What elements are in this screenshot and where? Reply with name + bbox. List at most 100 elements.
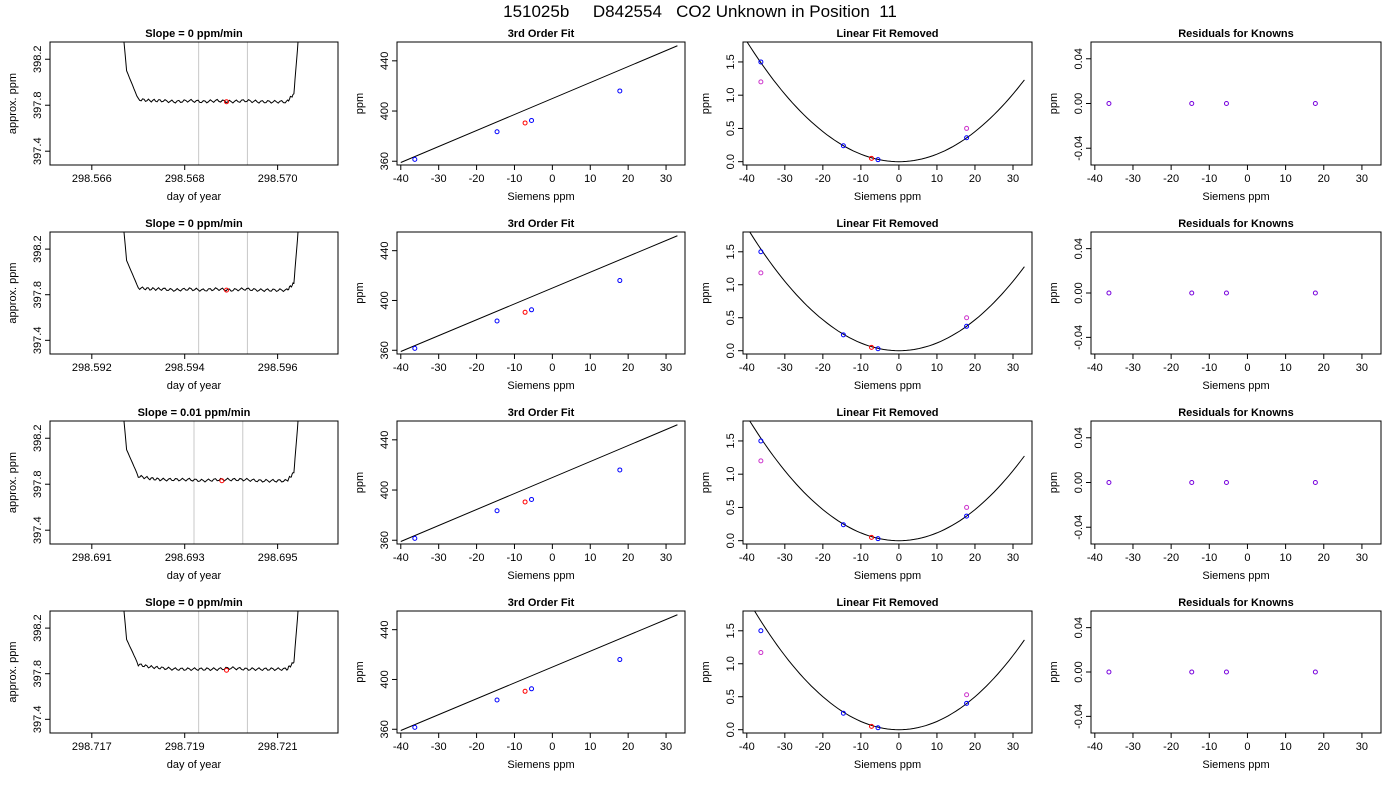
x-tick-label: 30	[660, 173, 672, 185]
y-tick-label: 400	[379, 670, 391, 688]
y-tick-label: 400	[379, 291, 391, 309]
y-tick-label: 1.0	[725, 88, 737, 103]
x-tick-label: -20	[1163, 173, 1179, 185]
x-tick-label: 0	[549, 552, 555, 564]
fit-line	[400, 614, 678, 731]
y-tick-label: 360	[379, 531, 391, 549]
plot-area	[123, 611, 299, 733]
panel-title: Slope = 0 ppm/min	[145, 28, 243, 40]
x-tick-label: 10	[931, 362, 943, 374]
known-point	[617, 657, 623, 663]
plot-frame	[396, 231, 686, 355]
x-tick-label: 30	[1356, 552, 1368, 564]
x-tick-label: -40	[739, 552, 755, 564]
plot-frame	[1090, 420, 1382, 545]
chart-panel: Residuals for Knowns -40 -30 -20 -10 0 10 20 30 -…	[1048, 597, 1382, 771]
known-point	[758, 438, 764, 444]
residual-point	[1223, 669, 1229, 675]
x-tick-label: -10	[1201, 552, 1217, 564]
y-tick-label: 0.0	[725, 533, 737, 548]
plot-area	[1106, 101, 1318, 106]
x-tick-label: -20	[815, 173, 831, 185]
panel-title: Slope = 0 ppm/min	[145, 597, 243, 609]
uncorrected-point	[758, 458, 764, 464]
y-tick-label: 0.5	[725, 121, 737, 136]
y-tick-label: -0.04	[1073, 136, 1085, 161]
known-point	[875, 157, 881, 163]
x-tick-label: 298.691	[72, 552, 112, 564]
y-tick-label: 440	[379, 241, 391, 259]
plot-frame	[396, 420, 686, 545]
known-point	[494, 129, 500, 135]
y-tick-label: 440	[379, 431, 391, 449]
y-tick-label: 0.0	[725, 343, 737, 358]
y-axis-label: approx. ppm	[7, 641, 19, 702]
known-point	[964, 323, 970, 329]
x-tick-label: -20	[469, 173, 485, 185]
x-tick-label: -20	[469, 741, 485, 753]
x-tick-label: -40	[739, 362, 755, 374]
y-axis-label: ppm	[1048, 282, 1060, 303]
x-tick-label: 20	[622, 173, 634, 185]
x-axis-label: Siemens ppm	[1202, 570, 1269, 582]
chart-panel: Slope = 0 ppm/min 298.717 298.719 298.721 39…	[7, 597, 339, 771]
known-point	[529, 686, 535, 692]
x-tick-label: 10	[931, 173, 943, 185]
x-tick-label: -40	[1087, 362, 1103, 374]
y-tick-label: 1.5	[725, 623, 737, 638]
plot-area	[749, 421, 1025, 542]
y-axis-label: approx. ppm	[7, 262, 19, 323]
y-tick-label: 400	[379, 102, 391, 120]
x-tick-label: 20	[969, 552, 981, 564]
unknown-marker	[224, 99, 230, 105]
x-tick-label: -30	[1125, 362, 1141, 374]
known-point	[875, 346, 881, 352]
x-tick-label: -30	[1125, 741, 1141, 753]
fit-line	[400, 45, 678, 163]
unknown-marker	[224, 667, 230, 673]
y-axis-label: ppm	[354, 93, 366, 114]
x-tick-label: 0	[549, 362, 555, 374]
known-point	[494, 697, 500, 703]
x-tick-label: 0	[896, 552, 902, 564]
x-tick-label: -10	[507, 362, 523, 374]
plot-area	[400, 424, 678, 542]
plot-area	[123, 232, 299, 354]
x-axis-label: day of year	[167, 380, 222, 392]
x-tick-label: 0	[549, 741, 555, 753]
chart-panel: Linear Fit Removed -40 -30 -20 -10 0 10 20 30 0.0…	[700, 28, 1033, 203]
x-tick-label: -20	[1163, 552, 1179, 564]
residual-point	[1189, 480, 1195, 485]
panel-title: 3rd Order Fit	[508, 218, 575, 230]
x-tick-label: 298.721	[258, 741, 298, 753]
residual-point	[1106, 290, 1112, 296]
x-tick-label: 298.568	[165, 173, 205, 185]
plot-frame	[396, 610, 686, 734]
residual-point	[1106, 101, 1112, 106]
unknown-point	[869, 723, 875, 729]
x-tick-label: 30	[1007, 362, 1019, 374]
known-point	[875, 536, 881, 542]
uncorrected-point	[964, 125, 970, 131]
known-point	[875, 725, 881, 731]
y-tick-label: 360	[379, 341, 391, 359]
x-axis-label: day of year	[167, 759, 222, 771]
x-tick-label: -30	[777, 362, 793, 374]
chart-panel: 3rd Order Fit -40 -30 -20 -10 0 10 20 30 360 400 44…	[354, 597, 686, 771]
x-axis-label: Siemens ppm	[507, 570, 574, 582]
x-tick-label: -40	[393, 173, 409, 185]
residual-point	[1106, 480, 1112, 485]
x-tick-label: -30	[431, 362, 447, 374]
known-point	[964, 135, 970, 141]
x-tick-label: -10	[853, 741, 869, 753]
x-tick-label: -10	[507, 173, 523, 185]
timeseries-line	[123, 42, 299, 104]
y-tick-label: -0.04	[1073, 325, 1085, 350]
x-tick-label: 10	[584, 741, 596, 753]
x-tick-label: 30	[1356, 741, 1368, 753]
figure-title: 151025b D842554 CO2 Unknown in Position …	[503, 2, 897, 21]
y-tick-label: 0.00	[1073, 472, 1085, 493]
x-tick-label: -10	[853, 173, 869, 185]
y-tick-label: 400	[379, 481, 391, 499]
plot-area	[400, 235, 678, 352]
